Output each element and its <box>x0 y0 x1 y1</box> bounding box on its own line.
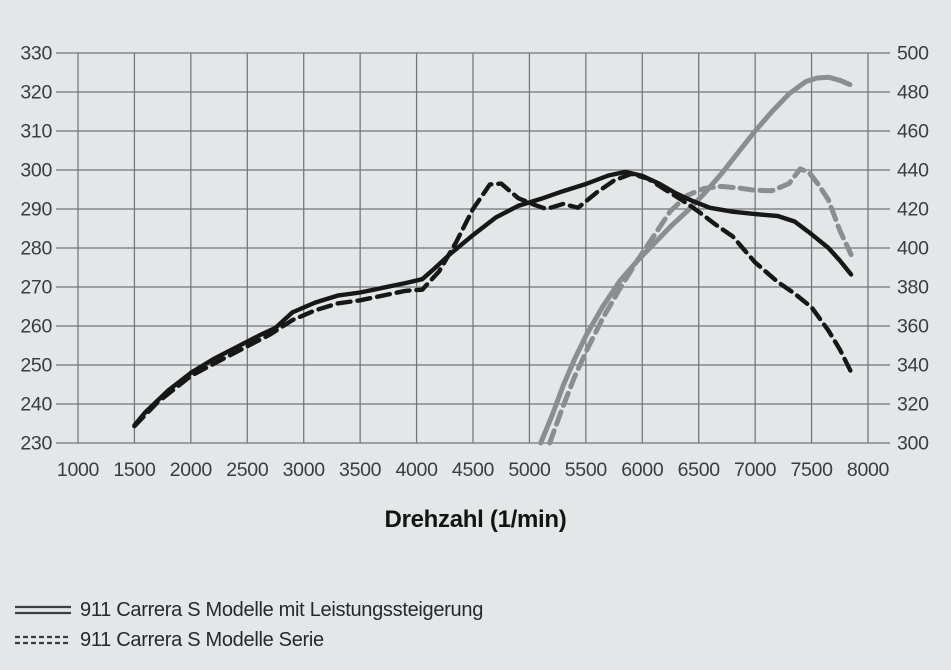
left-tick-label: 240 <box>20 394 52 416</box>
x-tick-label: 1500 <box>113 459 156 481</box>
left-tick-label: 280 <box>20 238 52 260</box>
left-tick-label: 290 <box>20 199 52 221</box>
left-tick-label: 270 <box>20 277 52 299</box>
right-tick-label: 300 <box>897 433 929 455</box>
left-axis-labels: 330 320 310 300 290 280 270 260 250 240 230 <box>20 43 52 455</box>
right-tick-label: 340 <box>897 355 929 377</box>
x-axis-labels: 1000 1500 2000 2500 3000 3500 4000 4500 5000 5500… <box>57 459 890 481</box>
dashed-line-swatch <box>15 635 71 645</box>
right-tick-label: 420 <box>897 199 929 221</box>
left-tick-label: 300 <box>20 160 52 182</box>
left-tick-label: 250 <box>20 355 52 377</box>
x-tick-label: 6500 <box>678 459 721 481</box>
curve-torque-leistungssteigerung <box>132 169 854 428</box>
x-tick-label: 2000 <box>170 459 213 481</box>
right-tick-label: 480 <box>897 82 929 104</box>
right-tick-label: 460 <box>897 121 929 143</box>
right-tick-label: 320 <box>897 394 929 416</box>
left-tick-label: 230 <box>20 433 52 455</box>
left-tick-label: 310 <box>20 121 52 143</box>
legend-label-serie: 911 Carrera S Modelle Serie <box>80 628 324 651</box>
right-tick-label: 380 <box>897 277 929 299</box>
left-tick-label: 330 <box>20 43 52 65</box>
curve-power-serie <box>547 166 854 446</box>
x-axis-title: Drehzahl (1/min) <box>384 506 567 533</box>
right-axis-labels: 500 480 460 440 420 400 380 360 340 320 300 <box>897 43 929 455</box>
x-tick-label: 7500 <box>790 459 833 481</box>
left-tick-label: 260 <box>20 316 52 338</box>
curve-torque-serie <box>132 171 854 429</box>
chart-legend: 911 Carrera S Modelle mit Leistungssteig… <box>14 595 483 655</box>
solid-line-swatch <box>15 605 71 615</box>
x-tick-label: 2500 <box>226 459 269 481</box>
x-tick-label: 1000 <box>57 459 100 481</box>
x-tick-label: 5000 <box>508 459 551 481</box>
x-tick-label: 6000 <box>621 459 664 481</box>
right-tick-label: 500 <box>897 43 929 65</box>
legend-label-leistungssteigerung: 911 Carrera S Modelle mit Leistungssteig… <box>80 598 484 621</box>
left-tick-label: 320 <box>20 82 52 104</box>
x-tick-label: 3000 <box>283 459 326 481</box>
right-tick-label: 440 <box>897 160 929 182</box>
right-tick-label: 360 <box>897 316 929 338</box>
x-tick-label: 4000 <box>395 459 438 481</box>
legend-item-leistungssteigerung: 911 Carrera S Modelle mit Leistungssteig… <box>14 595 483 625</box>
x-tick-label: 5500 <box>565 459 608 481</box>
x-tick-label: 8000 <box>847 459 890 481</box>
x-tick-label: 3500 <box>339 459 382 481</box>
right-tick-label: 400 <box>897 238 929 260</box>
legend-item-serie: 911 Carrera S Modelle Serie <box>14 625 483 655</box>
x-tick-label: 4500 <box>452 459 495 481</box>
x-tick-label: 7000 <box>734 459 777 481</box>
performance-chart-plot: 330 320 310 300 290 280 270 260 250 240 230 500 480 4… <box>20 43 929 482</box>
curve-power-leistungssteigerung <box>538 74 853 446</box>
